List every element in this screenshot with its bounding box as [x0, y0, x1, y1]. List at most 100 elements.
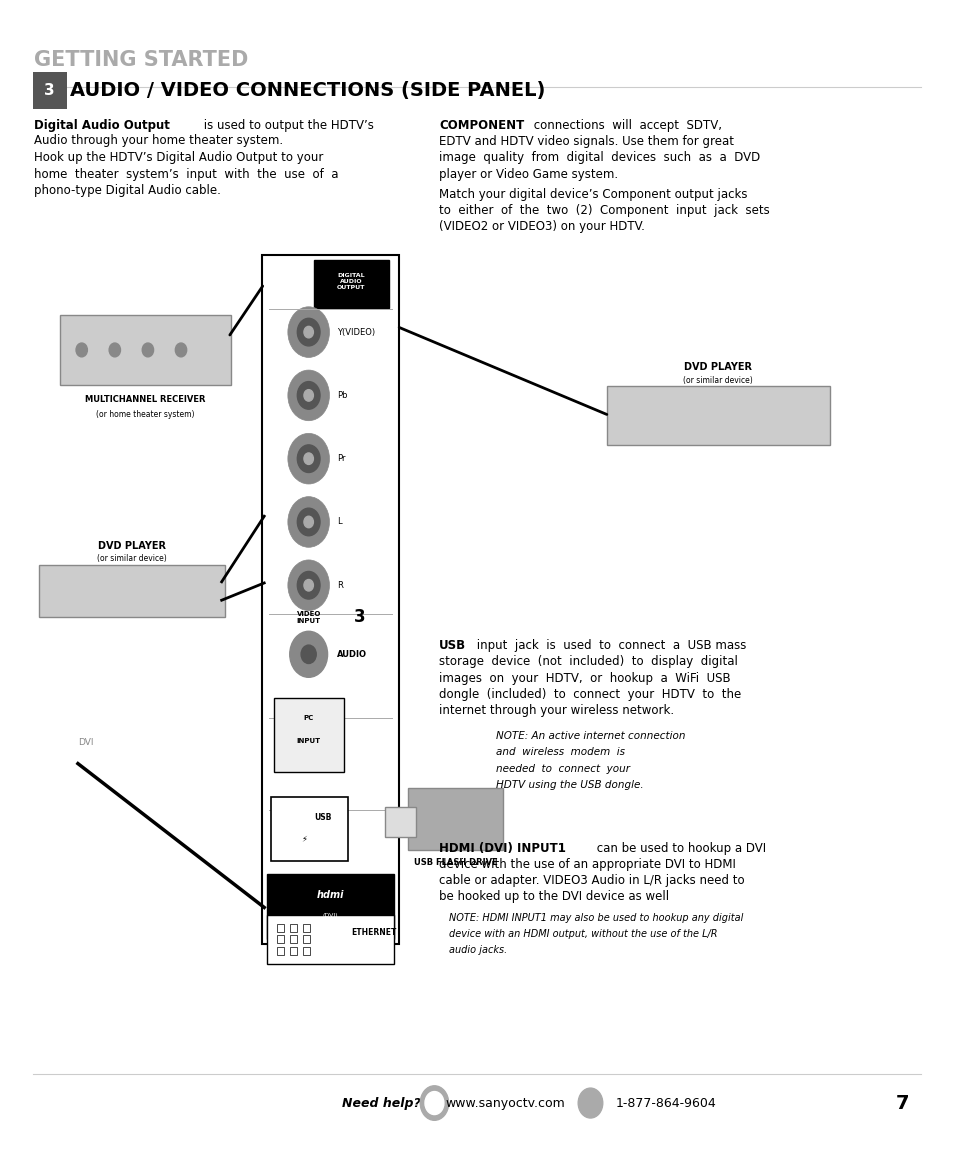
Text: Digital Audio Output: Digital Audio Output: [34, 119, 171, 132]
Text: USB: USB: [314, 814, 332, 822]
Text: AUDIO (DVI): AUDIO (DVI): [309, 884, 351, 891]
Circle shape: [297, 319, 319, 345]
Circle shape: [288, 560, 329, 611]
Text: L: L: [336, 517, 341, 526]
Text: to  either  of  the  two  (2)  Component  input  jack  sets: to either of the two (2) Component input…: [438, 204, 769, 218]
Circle shape: [76, 343, 88, 357]
Text: HDTV using the USB dongle.: HDTV using the USB dongle.: [496, 780, 643, 789]
Circle shape: [297, 445, 319, 473]
FancyBboxPatch shape: [262, 255, 398, 945]
Text: home  theater  system’s  input  with  the  use  of  a: home theater system’s input with the use…: [34, 168, 338, 181]
Bar: [290, 935, 296, 943]
Circle shape: [304, 516, 314, 527]
Text: (or similar device): (or similar device): [97, 554, 167, 563]
Circle shape: [175, 343, 187, 357]
Text: be hooked up to the DVI device as well: be hooked up to the DVI device as well: [438, 890, 669, 903]
Text: can be used to hookup a DVI: can be used to hookup a DVI: [593, 841, 765, 855]
Circle shape: [297, 571, 319, 599]
Text: ⚡: ⚡: [301, 833, 307, 843]
Circle shape: [290, 632, 327, 677]
Text: DIGITAL
AUDIO
OUTPUT: DIGITAL AUDIO OUTPUT: [336, 274, 365, 290]
Circle shape: [288, 497, 329, 547]
Text: phono-type Digital Audio cable.: phono-type Digital Audio cable.: [34, 183, 221, 197]
Text: HDMI (DVI) INPUT1: HDMI (DVI) INPUT1: [438, 841, 565, 855]
Text: Hook up the HDTV’s Digital Audio Output to your: Hook up the HDTV’s Digital Audio Output …: [34, 152, 323, 165]
Text: is used to output the HDTV’s: is used to output the HDTV’s: [200, 119, 374, 132]
Circle shape: [304, 580, 314, 591]
Text: Y(VIDEO): Y(VIDEO): [336, 328, 375, 336]
Circle shape: [109, 343, 120, 357]
Text: AUDIO / VIDEO CONNECTIONS (SIDE PANEL): AUDIO / VIDEO CONNECTIONS (SIDE PANEL): [71, 81, 545, 100]
Text: NOTE: HDMI INPUT1 may also be used to hookup any digital: NOTE: HDMI INPUT1 may also be used to ho…: [448, 913, 742, 924]
Text: 3: 3: [354, 608, 365, 627]
Text: Pr: Pr: [336, 454, 345, 464]
Text: hdmi: hdmi: [316, 890, 344, 899]
Text: images  on  your  HDTV,  or  hookup  a  WiFi  USB: images on your HDTV, or hookup a WiFi US…: [438, 671, 730, 685]
Bar: [290, 947, 296, 955]
Text: device with the use of an appropriate DVI to HDMI: device with the use of an appropriate DV…: [438, 858, 736, 870]
Circle shape: [304, 453, 314, 465]
Circle shape: [297, 381, 319, 409]
Text: internet through your wireless network.: internet through your wireless network.: [438, 704, 674, 716]
Text: AUDIO: AUDIO: [336, 650, 367, 658]
FancyBboxPatch shape: [385, 808, 416, 837]
Text: Need help?: Need help?: [341, 1096, 420, 1109]
FancyBboxPatch shape: [60, 315, 231, 385]
Text: device with an HDMI output, without the use of the L/R: device with an HDMI output, without the …: [448, 930, 717, 939]
Text: dongle  (included)  to  connect  your  HDTV  to  the: dongle (included) to connect your HDTV t…: [438, 687, 740, 701]
Text: (VIDEO2 or VIDEO3) on your HDTV.: (VIDEO2 or VIDEO3) on your HDTV.: [438, 220, 644, 233]
FancyBboxPatch shape: [408, 788, 503, 850]
FancyBboxPatch shape: [606, 386, 829, 445]
Text: EDTV and HDTV video signals. Use them for great: EDTV and HDTV video signals. Use them fo…: [438, 136, 734, 148]
Bar: [277, 935, 284, 943]
Circle shape: [288, 433, 329, 484]
Text: VIDEO
INPUT: VIDEO INPUT: [296, 611, 320, 624]
FancyBboxPatch shape: [314, 260, 389, 308]
Text: R: R: [336, 581, 342, 590]
Text: needed  to  connect  your: needed to connect your: [496, 764, 629, 773]
Text: input  jack  is  used  to  connect  a  USB mass: input jack is used to connect a USB mass: [473, 640, 746, 653]
Text: (or home theater system): (or home theater system): [96, 410, 194, 420]
Text: DVD PLAYER: DVD PLAYER: [98, 541, 166, 551]
Text: DVD PLAYER: DVD PLAYER: [683, 363, 751, 372]
Text: 1-877-864-9604: 1-877-864-9604: [615, 1096, 716, 1109]
Text: COMPONENT: COMPONENT: [438, 119, 524, 132]
Text: (or similar device): (or similar device): [682, 376, 752, 385]
FancyBboxPatch shape: [39, 564, 224, 618]
Text: storage  device  (not  included)  to  display  digital: storage device (not included) to display…: [438, 656, 738, 669]
Text: NOTE: An active internet connection: NOTE: An active internet connection: [496, 731, 684, 742]
FancyBboxPatch shape: [271, 797, 348, 861]
Text: connections  will  accept  SDTV,: connections will accept SDTV,: [530, 119, 721, 132]
Bar: [277, 924, 284, 932]
Circle shape: [288, 370, 329, 421]
FancyBboxPatch shape: [274, 698, 343, 772]
Text: MULTICHANNEL RECEIVER: MULTICHANNEL RECEIVER: [85, 395, 206, 404]
Text: www.sanyoctv.com: www.sanyoctv.com: [445, 1096, 564, 1109]
Text: PC: PC: [303, 715, 314, 721]
Circle shape: [304, 327, 314, 338]
Text: ETHERNET: ETHERNET: [351, 928, 396, 938]
Circle shape: [288, 307, 329, 357]
Circle shape: [142, 343, 153, 357]
FancyBboxPatch shape: [267, 874, 394, 939]
Text: and  wireless  modem  is: and wireless modem is: [496, 748, 624, 758]
Text: USB: USB: [438, 640, 466, 653]
Text: audio jacks.: audio jacks.: [448, 946, 506, 955]
FancyBboxPatch shape: [267, 916, 394, 964]
Text: Match your digital device’s Component output jacks: Match your digital device’s Component ou…: [438, 188, 747, 202]
Circle shape: [578, 1088, 602, 1118]
Text: (DVI)
INPUT 1: (DVI) INPUT 1: [318, 913, 342, 924]
FancyBboxPatch shape: [32, 72, 67, 109]
Circle shape: [301, 646, 315, 663]
Text: 7: 7: [895, 1094, 908, 1113]
Text: GETTING STARTED: GETTING STARTED: [34, 50, 249, 71]
Text: cable or adapter. VIDEO3 Audio in L/R jacks need to: cable or adapter. VIDEO3 Audio in L/R ja…: [438, 874, 744, 887]
Text: INPUT: INPUT: [296, 737, 320, 744]
Bar: [303, 935, 310, 943]
Text: Pb: Pb: [336, 391, 347, 400]
Circle shape: [420, 1086, 448, 1121]
Bar: [303, 947, 310, 955]
Bar: [303, 924, 310, 932]
Text: image  quality  from  digital  devices  such  as  a  DVD: image quality from digital devices such …: [438, 152, 760, 165]
Text: USB FLASH DRIVE: USB FLASH DRIVE: [414, 858, 497, 867]
